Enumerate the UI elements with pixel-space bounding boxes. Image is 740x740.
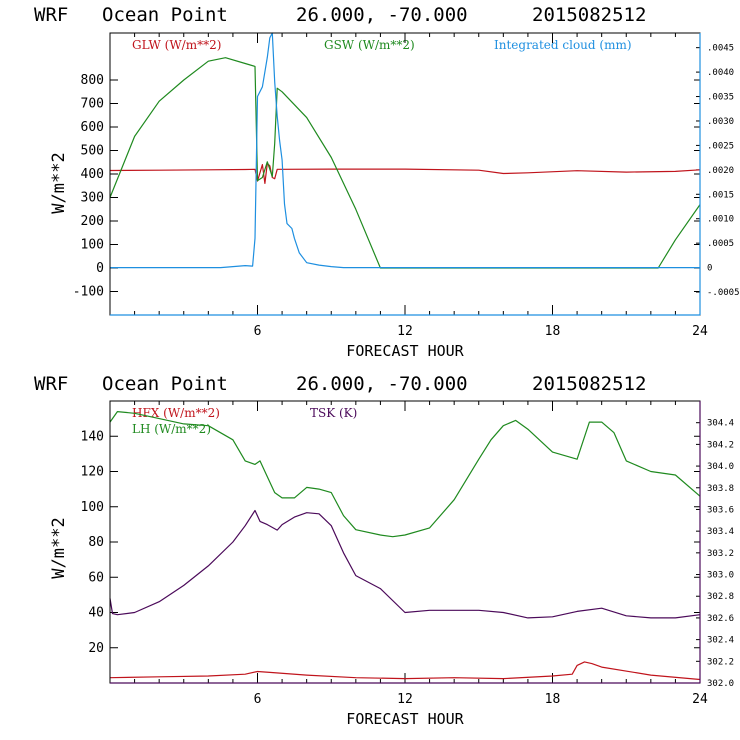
- y-tick-label: 20: [88, 641, 104, 656]
- y-tick-label: 800: [81, 73, 104, 88]
- y2-tick-label: .0040: [707, 68, 734, 78]
- y-tick-label: 140: [81, 429, 104, 444]
- series-line-tsk: [109, 509, 701, 619]
- y2-tick-label: 304.4: [707, 419, 734, 429]
- bottom-header-model: WRF: [34, 373, 68, 395]
- x-tick-label: 6: [254, 324, 262, 339]
- top-series: [109, 32, 701, 269]
- legend-glw: GLW (W/m**2): [132, 38, 221, 52]
- y2-tick-label: .0015: [707, 190, 734, 200]
- y-tick-label: 200: [81, 214, 104, 229]
- y2-tick-label: .0005: [707, 239, 734, 249]
- x-tick-label: 18: [545, 692, 561, 707]
- y2-tick-label: 302.2: [707, 657, 734, 667]
- x-tick-label: 12: [397, 692, 413, 707]
- y-tick-label: 400: [81, 167, 104, 182]
- y2-tick-label: 302.8: [707, 592, 734, 602]
- y2-tick-label: 303.0: [707, 571, 734, 581]
- bottom-ticks: [110, 401, 701, 684]
- x-tick-label: 12: [397, 324, 413, 339]
- x-tick-label: 6: [254, 692, 262, 707]
- series-line-cloud: [110, 32, 700, 269]
- top-y-tick-labels: -100 0 100 200 300 400 500 600 700 800: [73, 73, 104, 300]
- bottom-legend: HFX (W/m**2) LH (W/m**2) TSK (K): [132, 406, 357, 436]
- y-tick-label: 0: [96, 261, 104, 276]
- y-tick-label: 100: [81, 238, 104, 253]
- y2-tick-label: 304.0: [707, 462, 734, 472]
- series-line-glw: [109, 162, 701, 184]
- y2-tick-label: 0: [707, 264, 712, 274]
- y2-tick-label: -.0005: [707, 288, 740, 298]
- y2-tick-label: 302.6: [707, 614, 734, 624]
- legend-cloud: Integrated cloud (mm): [494, 38, 632, 52]
- y2-tick-label: 303.2: [707, 549, 734, 559]
- y-tick-label: 120: [81, 465, 104, 480]
- bottom-header-location: Ocean Point: [102, 373, 228, 395]
- series-line-lh: [109, 411, 701, 538]
- y-tick-label: -100: [73, 285, 104, 300]
- top-header-location: Ocean Point: [102, 4, 228, 26]
- bottom-y-axis-label: W/m**2: [49, 517, 69, 578]
- legend-hfx: HFX (W/m**2): [132, 406, 220, 420]
- y2-tick-label: .0020: [707, 166, 734, 176]
- bottom-header-coords: 26.000, -70.000: [296, 373, 468, 395]
- y2-tick-label: .0010: [707, 215, 734, 225]
- y2-tick-label: .0030: [707, 117, 734, 127]
- top-x-tick-labels: 6 12 18 24: [254, 324, 708, 339]
- top-header: WRF Ocean Point 26.000, -70.000 20150825…: [34, 4, 646, 26]
- y2-tick-label: 303.8: [707, 484, 734, 494]
- series-line-gsw: [109, 57, 701, 269]
- bottom-series: [109, 411, 701, 681]
- bottom-header-date: 2015082512: [532, 373, 646, 395]
- x-tick-label: 18: [545, 324, 561, 339]
- y2-tick-label: .0045: [707, 44, 734, 54]
- top-plot-frame: [109, 32, 701, 316]
- y-tick-label: 80: [88, 535, 104, 550]
- bottom-x-tick-labels: 6 12 18 24: [254, 692, 708, 707]
- bottom-header: WRF Ocean Point 26.000, -70.000 20150825…: [34, 373, 646, 395]
- y2-tick-label: 304.2: [707, 440, 734, 450]
- bottom-plot-frame: [109, 400, 701, 684]
- y-tick-label: 700: [81, 97, 104, 112]
- y-tick-label: 500: [81, 144, 104, 159]
- legend-tsk: TSK (K): [310, 406, 357, 420]
- x-tick-label: 24: [692, 324, 708, 339]
- y2-tick-label: .0035: [707, 93, 734, 103]
- top-legend: GLW (W/m**2) GSW (W/m**2) Integrated clo…: [132, 38, 632, 52]
- top-header-coords: 26.000, -70.000: [296, 4, 468, 26]
- y2-tick-label: .0025: [707, 141, 734, 151]
- y-tick-label: 100: [81, 500, 104, 515]
- top-y-axis-label: W/m**2: [49, 152, 69, 213]
- y2-tick-label: 302.4: [707, 636, 734, 646]
- legend-gsw: GSW (W/m**2): [324, 38, 415, 52]
- bottom-right-axis-tick-labels: 302.0 302.2 302.4 302.6 302.8 303.0 303.2 303.4…: [707, 419, 734, 689]
- y-tick-label: 300: [81, 191, 104, 206]
- y2-tick-label: 303.4: [707, 527, 734, 537]
- top-header-date: 2015082512: [532, 4, 646, 26]
- bottom-x-axis-label: FORECAST HOUR: [346, 710, 464, 728]
- top-header-model: WRF: [34, 4, 68, 26]
- top-ticks: [110, 33, 701, 315]
- top-right-axis-tick-labels: -.0005 0 .0005 .0010 .0015 .0020 .0025 .0030 .00…: [707, 44, 740, 298]
- y-tick-label: 60: [88, 570, 104, 585]
- top-x-axis-label: FORECAST HOUR: [346, 342, 464, 360]
- legend-lh: LH (W/m**2): [132, 422, 211, 436]
- y2-tick-label: 302.0: [707, 679, 734, 689]
- x-tick-label: 24: [692, 692, 708, 707]
- series-line-hfx: [109, 661, 701, 681]
- bottom-y-tick-labels: 20 40 60 80 100 120 140: [81, 429, 104, 656]
- y-tick-label: 600: [81, 120, 104, 135]
- y-tick-label: 40: [88, 606, 104, 621]
- y2-tick-label: 303.6: [707, 505, 734, 515]
